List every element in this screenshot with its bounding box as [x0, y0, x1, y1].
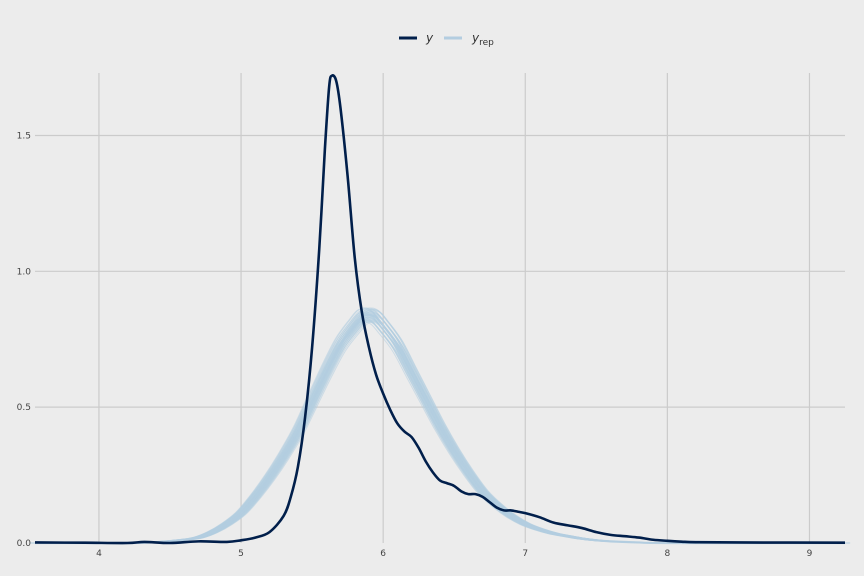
x-tick-label: 8 [665, 549, 671, 559]
y-line-group [34, 74, 846, 545]
y-tick-label: 0.5 [17, 403, 31, 413]
legend: y yrep [399, 31, 494, 48]
y-tick-label: 1.5 [17, 131, 31, 141]
x-tick-label: 4 [96, 549, 102, 559]
x-tick-label: 9 [807, 549, 813, 559]
x-tick-label: 7 [522, 549, 528, 559]
y-axis: 0.0 0.5 1.0 1.5 [17, 131, 32, 549]
x-axis: 4 5 6 7 8 9 [96, 549, 813, 559]
legend-yrep-label: yrep [471, 31, 494, 48]
x-tick-label: 5 [238, 549, 244, 559]
y-tick-label: 0.0 [17, 539, 32, 549]
grid-lines [35, 73, 845, 543]
yrep-draws [29, 307, 851, 545]
legend-yrep-main: y [471, 31, 480, 45]
x-tick-label: 6 [380, 549, 386, 559]
y-tick-label: 1.0 [17, 267, 32, 277]
legend-y-label: y [425, 31, 434, 45]
yrep-mean-line [34, 313, 846, 545]
legend-yrep-subscript: rep [479, 38, 494, 48]
y-density-line [34, 74, 846, 545]
